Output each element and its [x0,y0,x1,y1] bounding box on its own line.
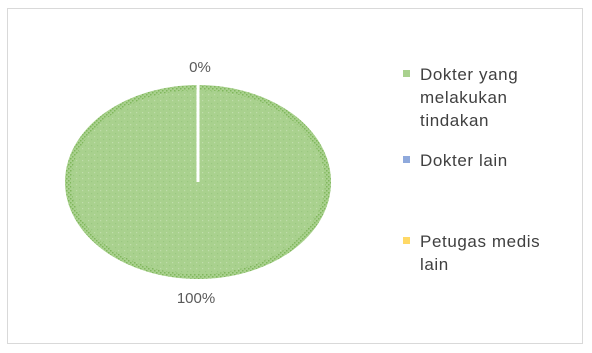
data-label-0pct: 0% [189,59,211,76]
legend-label-1-line-1: Dokter yang [420,65,518,84]
legend-entry-3: Petugas medis lain [403,232,540,274]
data-label-100pct: 100% [177,290,215,307]
legend-entry-1: Dokter yang melakukan tindakan [403,65,518,130]
legend-label-3-line-2: lain [420,255,449,274]
legend-entry-2: Dokter lain [403,151,508,170]
legend-label-2-line-1: Dokter lain [420,151,508,170]
legend-marker-3 [403,237,410,244]
legend-marker-1 [403,70,410,77]
legend-marker-2 [403,156,410,163]
legend-label-3-line-1: Petugas medis [420,232,540,251]
legend-label-1-line-2: melakukan [420,88,508,107]
legend-label-1-line-3: tindakan [420,111,489,130]
